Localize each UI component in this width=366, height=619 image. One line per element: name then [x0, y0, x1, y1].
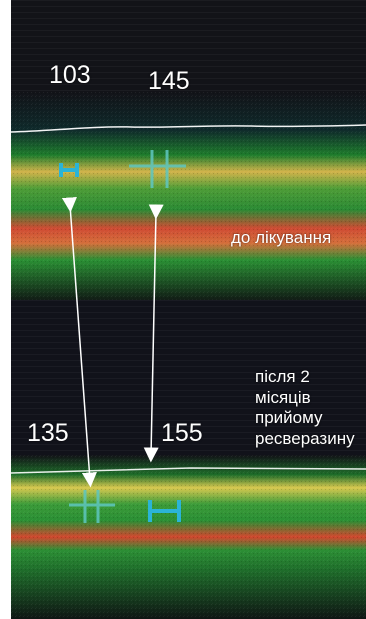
measurement-before-right: 145 [148, 67, 190, 95]
measurement-marker-top-left [59, 163, 79, 177]
caption-after-line-4: ресверазину [255, 428, 355, 448]
caption-after-line-1: після 2 [255, 367, 310, 386]
comparison-arrows [61, 196, 164, 488]
retina-surface-line-top [11, 124, 366, 133]
measurement-cross-bottom-left [69, 490, 115, 523]
caption-after: після 2 місяців прийому ресверазину [255, 367, 366, 449]
oct-figure: 103 145 до лікування після 2 місяців при… [11, 0, 366, 619]
measurement-after-right: 155 [161, 419, 203, 447]
measurement-after-left: 135 [27, 419, 69, 447]
measurement-marker-bottom-right [148, 500, 181, 522]
caption-after-line-2: місяців [255, 387, 311, 407]
caption-before: до лікування [231, 228, 332, 247]
measurement-cross-top-right [129, 150, 186, 188]
caption-after-line-3: прийому [255, 408, 323, 427]
measurement-before-left: 103 [49, 61, 91, 89]
oct-scan-graphic [11, 0, 366, 619]
